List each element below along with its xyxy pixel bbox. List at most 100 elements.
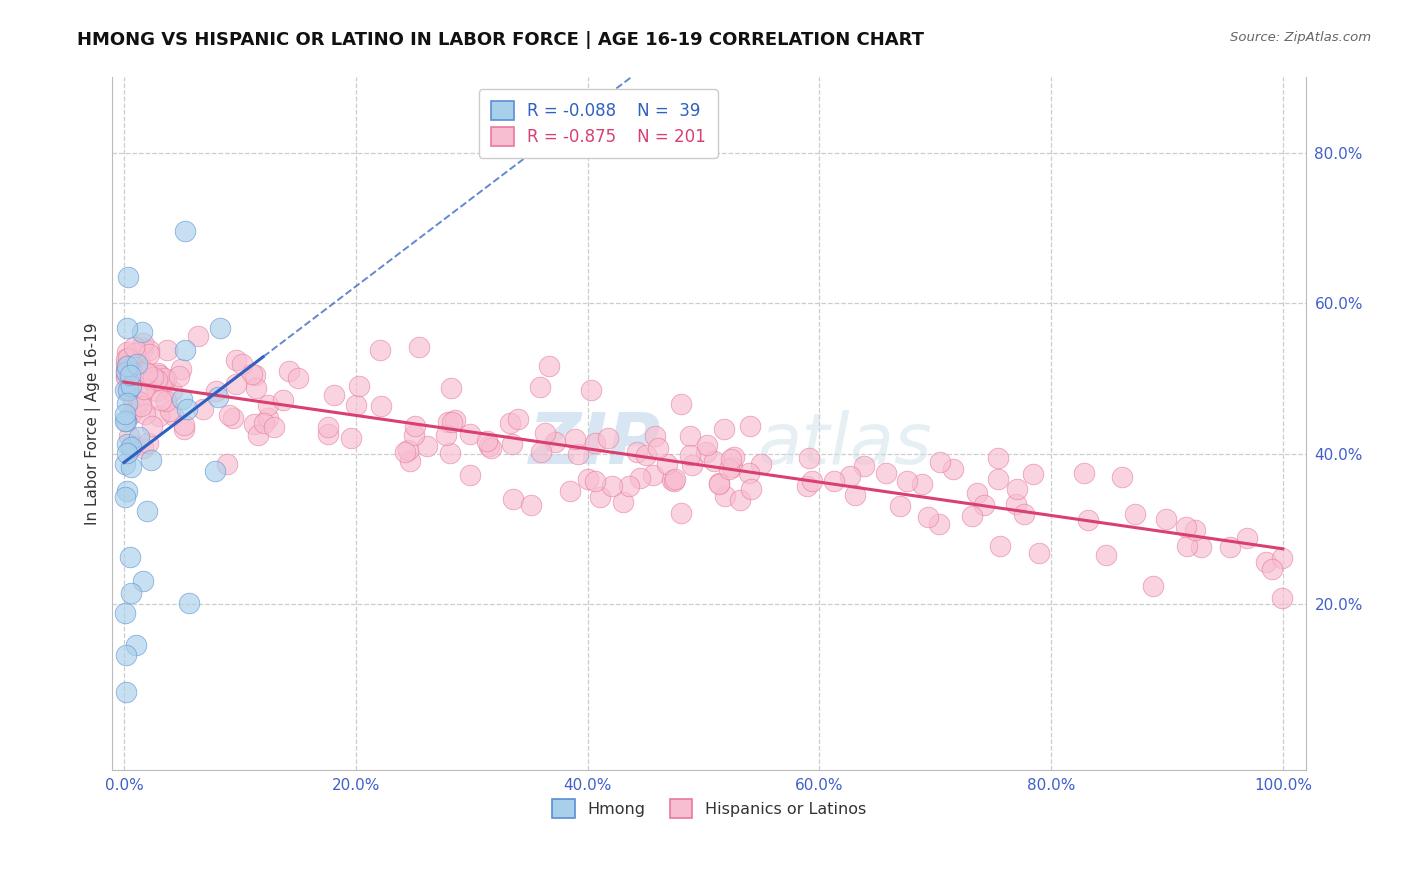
Point — [889, 500, 911, 514]
Point — [152, 375, 174, 389]
Point — [135, 367, 157, 381]
Point — [538, 359, 561, 374]
Point — [271, 393, 294, 408]
Point — [823, 474, 845, 488]
Point — [1022, 467, 1045, 481]
Point — [679, 448, 702, 462]
Point — [583, 435, 606, 450]
Point — [917, 510, 939, 524]
Point — [844, 488, 866, 502]
Point — [394, 444, 416, 458]
Point — [703, 454, 725, 468]
Point — [231, 357, 253, 371]
Point — [115, 369, 138, 384]
Point — [141, 418, 163, 433]
Point — [839, 468, 862, 483]
Point — [1014, 507, 1036, 521]
Point — [120, 459, 142, 474]
Point — [896, 474, 918, 488]
Point — [1073, 466, 1095, 480]
Point — [404, 419, 426, 434]
Point — [661, 473, 683, 487]
Point — [475, 434, 498, 449]
Point — [117, 345, 139, 359]
Point — [501, 437, 523, 451]
Point — [146, 366, 169, 380]
Point — [257, 411, 280, 425]
Point — [159, 404, 181, 418]
Point — [246, 428, 269, 442]
Point — [120, 379, 142, 393]
Point — [415, 439, 437, 453]
Point — [1111, 470, 1133, 484]
Point — [928, 455, 950, 469]
Point — [115, 437, 138, 451]
Point — [132, 336, 155, 351]
Point — [125, 401, 148, 416]
Point — [530, 445, 553, 459]
Point — [253, 417, 276, 431]
Point — [263, 420, 285, 434]
Point — [529, 380, 551, 394]
Point — [664, 474, 686, 488]
Point — [1095, 548, 1118, 562]
Point — [118, 368, 141, 383]
Point — [1175, 539, 1198, 553]
Point — [204, 464, 226, 478]
Point — [695, 445, 717, 459]
Point — [1271, 551, 1294, 566]
Point — [141, 373, 163, 387]
Point — [440, 381, 463, 395]
Point — [1184, 523, 1206, 537]
Point — [115, 484, 138, 499]
Point — [225, 352, 247, 367]
Point — [720, 460, 742, 475]
Point — [131, 574, 153, 588]
Point — [749, 457, 772, 471]
Point — [136, 436, 159, 450]
Point — [117, 446, 139, 460]
Point — [257, 398, 280, 412]
Point — [564, 432, 586, 446]
Text: HMONG VS HISPANIC OR LATINO IN LABOR FORCE | AGE 16-19 CORRELATION CHART: HMONG VS HISPANIC OR LATINO IN LABOR FOR… — [77, 31, 924, 49]
Point — [796, 479, 818, 493]
Point — [156, 343, 179, 358]
Point — [1005, 483, 1028, 497]
Point — [136, 376, 159, 391]
Point — [408, 340, 430, 354]
Point — [218, 408, 240, 422]
Point — [124, 340, 146, 354]
Point — [657, 458, 679, 472]
Point — [402, 428, 425, 442]
Point — [723, 450, 745, 464]
Point — [1271, 591, 1294, 605]
Point — [600, 478, 623, 492]
Point — [987, 451, 1010, 466]
Point — [114, 383, 136, 397]
Point — [576, 472, 599, 486]
Point — [114, 407, 136, 421]
Point — [117, 383, 139, 397]
Point — [204, 384, 226, 398]
Point — [115, 351, 138, 366]
Point — [155, 372, 177, 386]
Point — [120, 407, 142, 421]
Point — [120, 586, 142, 600]
Point — [115, 366, 138, 380]
Point — [1189, 540, 1212, 554]
Point — [875, 466, 897, 480]
Point — [114, 490, 136, 504]
Point — [534, 425, 557, 440]
Point — [928, 517, 950, 532]
Point — [988, 539, 1011, 553]
Point — [173, 422, 195, 436]
Point — [114, 365, 136, 379]
Point — [316, 427, 339, 442]
Point — [589, 490, 612, 504]
Point — [129, 400, 152, 414]
Point — [696, 438, 718, 452]
Point — [728, 493, 751, 508]
Point — [681, 458, 703, 472]
Point — [146, 373, 169, 387]
Point — [439, 446, 461, 460]
